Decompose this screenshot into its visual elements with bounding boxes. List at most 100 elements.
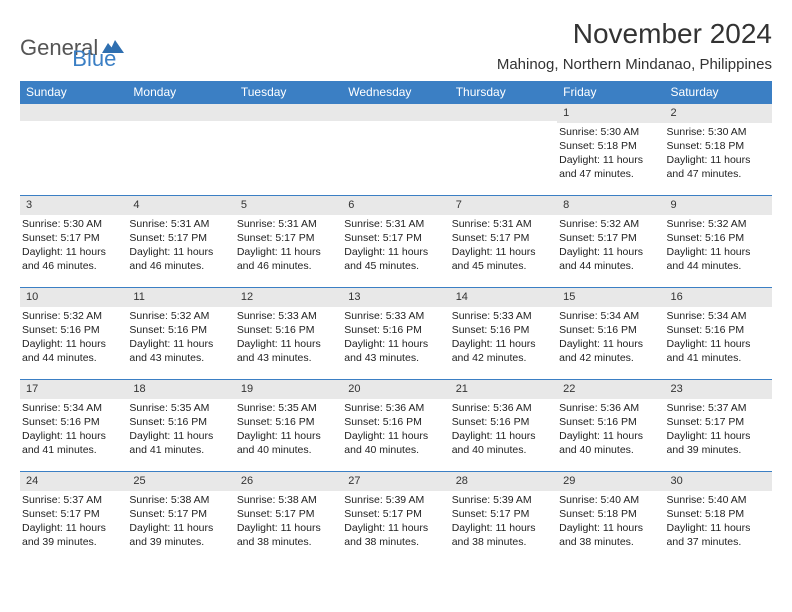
calendar-day-cell: 8Sunrise: 5:32 AMSunset: 5:17 PMDaylight… (557, 196, 664, 288)
day-info-line: Sunset: 5:16 PM (22, 415, 123, 429)
weekday-header-row: Sunday Monday Tuesday Wednesday Thursday… (20, 81, 772, 104)
calendar-day-cell: 14Sunrise: 5:33 AMSunset: 5:16 PMDayligh… (450, 288, 557, 380)
calendar-day-cell: 28Sunrise: 5:39 AMSunset: 5:17 PMDayligh… (450, 472, 557, 564)
calendar-day-cell: 19Sunrise: 5:35 AMSunset: 5:16 PMDayligh… (235, 380, 342, 472)
day-info-line: Sunrise: 5:30 AM (559, 125, 660, 139)
day-info-line: Sunset: 5:17 PM (129, 507, 230, 521)
day-info-line: Daylight: 11 hours and 42 minutes. (452, 337, 553, 365)
day-number (20, 104, 127, 121)
day-body: Sunrise: 5:34 AMSunset: 5:16 PMDaylight:… (665, 307, 772, 368)
day-info-line: Sunset: 5:16 PM (237, 415, 338, 429)
day-info-line: Daylight: 11 hours and 45 minutes. (452, 245, 553, 273)
day-body: Sunrise: 5:35 AMSunset: 5:16 PMDaylight:… (127, 399, 234, 460)
day-number: 7 (450, 196, 557, 215)
day-body: Sunrise: 5:36 AMSunset: 5:16 PMDaylight:… (342, 399, 449, 460)
day-number: 20 (342, 380, 449, 399)
day-info-line: Daylight: 11 hours and 40 minutes. (452, 429, 553, 457)
day-info-line: Daylight: 11 hours and 46 minutes. (237, 245, 338, 273)
calendar-day-cell: 11Sunrise: 5:32 AMSunset: 5:16 PMDayligh… (127, 288, 234, 380)
day-info-line: Sunrise: 5:34 AM (559, 309, 660, 323)
day-number: 24 (20, 472, 127, 491)
day-info-line: Sunrise: 5:39 AM (452, 493, 553, 507)
calendar-day-cell: 3Sunrise: 5:30 AMSunset: 5:17 PMDaylight… (20, 196, 127, 288)
day-body: Sunrise: 5:40 AMSunset: 5:18 PMDaylight:… (557, 491, 664, 552)
day-body: Sunrise: 5:30 AMSunset: 5:18 PMDaylight:… (557, 123, 664, 184)
day-info-line: Sunrise: 5:33 AM (452, 309, 553, 323)
day-number: 1 (557, 104, 664, 123)
day-info-line: Sunset: 5:16 PM (452, 323, 553, 337)
day-body: Sunrise: 5:36 AMSunset: 5:16 PMDaylight:… (450, 399, 557, 460)
day-info-line: Sunrise: 5:38 AM (237, 493, 338, 507)
day-info-line: Daylight: 11 hours and 38 minutes. (559, 521, 660, 549)
calendar-day-cell: 24Sunrise: 5:37 AMSunset: 5:17 PMDayligh… (20, 472, 127, 564)
day-info-line: Sunrise: 5:32 AM (667, 217, 768, 231)
day-info-line: Sunrise: 5:31 AM (344, 217, 445, 231)
day-body (127, 121, 234, 125)
day-number: 17 (20, 380, 127, 399)
day-info-line: Sunset: 5:17 PM (237, 231, 338, 245)
day-info-line: Sunset: 5:16 PM (237, 323, 338, 337)
day-info-line: Sunrise: 5:37 AM (22, 493, 123, 507)
calendar-day-cell: 5Sunrise: 5:31 AMSunset: 5:17 PMDaylight… (235, 196, 342, 288)
day-info-line: Sunrise: 5:40 AM (559, 493, 660, 507)
day-number: 28 (450, 472, 557, 491)
day-number: 4 (127, 196, 234, 215)
day-info-line: Daylight: 11 hours and 38 minutes. (452, 521, 553, 549)
day-body: Sunrise: 5:33 AMSunset: 5:16 PMDaylight:… (450, 307, 557, 368)
day-info-line: Sunset: 5:16 PM (22, 323, 123, 337)
calendar-day-cell (127, 104, 234, 196)
day-info-line: Sunset: 5:17 PM (344, 231, 445, 245)
day-info-line: Sunrise: 5:36 AM (452, 401, 553, 415)
day-info-line: Sunset: 5:16 PM (667, 323, 768, 337)
day-number (450, 104, 557, 121)
day-number: 12 (235, 288, 342, 307)
day-info-line: Sunset: 5:16 PM (344, 323, 445, 337)
day-number: 23 (665, 380, 772, 399)
calendar-day-cell: 13Sunrise: 5:33 AMSunset: 5:16 PMDayligh… (342, 288, 449, 380)
day-info-line: Daylight: 11 hours and 47 minutes. (667, 153, 768, 181)
calendar-day-cell: 17Sunrise: 5:34 AMSunset: 5:16 PMDayligh… (20, 380, 127, 472)
day-body: Sunrise: 5:31 AMSunset: 5:17 PMDaylight:… (342, 215, 449, 276)
day-info-line: Sunset: 5:17 PM (667, 415, 768, 429)
day-info-line: Sunset: 5:16 PM (559, 323, 660, 337)
day-body: Sunrise: 5:34 AMSunset: 5:16 PMDaylight:… (20, 399, 127, 460)
day-info-line: Daylight: 11 hours and 43 minutes. (344, 337, 445, 365)
day-info-line: Sunrise: 5:36 AM (344, 401, 445, 415)
day-info-line: Sunrise: 5:37 AM (667, 401, 768, 415)
day-body: Sunrise: 5:37 AMSunset: 5:17 PMDaylight:… (665, 399, 772, 460)
day-number: 30 (665, 472, 772, 491)
day-number (127, 104, 234, 121)
calendar-day-cell: 7Sunrise: 5:31 AMSunset: 5:17 PMDaylight… (450, 196, 557, 288)
day-info-line: Sunrise: 5:36 AM (559, 401, 660, 415)
day-info-line: Sunset: 5:17 PM (237, 507, 338, 521)
day-number: 16 (665, 288, 772, 307)
day-info-line: Daylight: 11 hours and 44 minutes. (559, 245, 660, 273)
day-number: 15 (557, 288, 664, 307)
day-info-line: Daylight: 11 hours and 40 minutes. (344, 429, 445, 457)
calendar-day-cell: 29Sunrise: 5:40 AMSunset: 5:18 PMDayligh… (557, 472, 664, 564)
calendar-day-cell: 10Sunrise: 5:32 AMSunset: 5:16 PMDayligh… (20, 288, 127, 380)
day-info-line: Sunrise: 5:39 AM (344, 493, 445, 507)
calendar-day-cell: 25Sunrise: 5:38 AMSunset: 5:17 PMDayligh… (127, 472, 234, 564)
calendar-day-cell: 4Sunrise: 5:31 AMSunset: 5:17 PMDaylight… (127, 196, 234, 288)
day-number: 21 (450, 380, 557, 399)
day-body: Sunrise: 5:39 AMSunset: 5:17 PMDaylight:… (342, 491, 449, 552)
day-number: 10 (20, 288, 127, 307)
day-number: 8 (557, 196, 664, 215)
weekday-header: Saturday (665, 81, 772, 104)
day-info-line: Sunrise: 5:35 AM (129, 401, 230, 415)
day-number: 29 (557, 472, 664, 491)
day-info-line: Sunrise: 5:31 AM (129, 217, 230, 231)
calendar-day-cell: 1Sunrise: 5:30 AMSunset: 5:18 PMDaylight… (557, 104, 664, 196)
day-number: 19 (235, 380, 342, 399)
day-info-line: Daylight: 11 hours and 38 minutes. (237, 521, 338, 549)
calendar-day-cell: 21Sunrise: 5:36 AMSunset: 5:16 PMDayligh… (450, 380, 557, 472)
day-info-line: Sunset: 5:18 PM (559, 507, 660, 521)
day-number: 25 (127, 472, 234, 491)
day-info-line: Sunrise: 5:35 AM (237, 401, 338, 415)
day-info-line: Sunset: 5:16 PM (559, 415, 660, 429)
day-info-line: Sunrise: 5:32 AM (129, 309, 230, 323)
title-block: November 2024 Mahinog, Northern Mindanao… (497, 18, 772, 73)
day-info-line: Daylight: 11 hours and 39 minutes. (129, 521, 230, 549)
day-info-line: Sunset: 5:17 PM (344, 507, 445, 521)
